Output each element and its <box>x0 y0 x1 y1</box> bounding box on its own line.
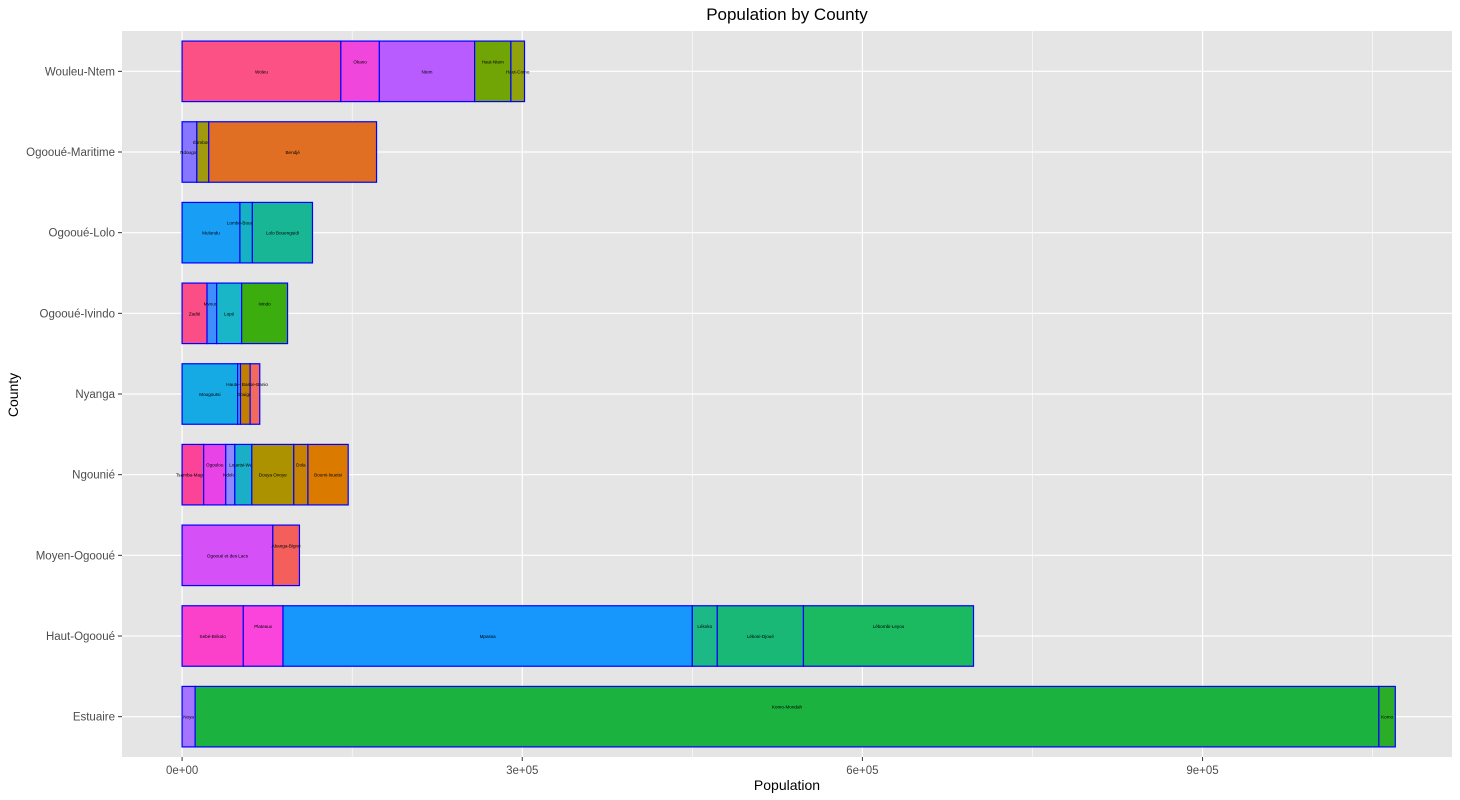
segment-label: Ogooué et des Lacs <box>207 553 249 558</box>
x-tick-label: 6e+05 <box>846 765 878 777</box>
segment-label: Plateaux <box>254 624 273 629</box>
bar-stack: Tsamba-MagotsiOgoulouNdolouLouetsi-WanoD… <box>176 443 349 506</box>
x-tick-label: 3e+05 <box>506 765 538 777</box>
segment-label: Haute-Banio <box>226 382 252 387</box>
segment-label: Boumi-louetsi <box>314 473 342 478</box>
segment-label: Mvoung <box>204 301 221 306</box>
segment-label: Mpassa <box>480 634 497 639</box>
segment-label: Abanga-Bigné <box>272 543 302 548</box>
bar-segment <box>234 443 253 506</box>
segment-label: Noya <box>183 715 194 720</box>
bar-segment <box>691 605 718 667</box>
bar-segment <box>293 443 309 506</box>
bar-segment <box>181 363 239 425</box>
segment-label: Douya Onoye <box>259 473 288 478</box>
chart-title: Population by County <box>706 5 868 24</box>
bar-segment <box>239 201 253 264</box>
bar-segment <box>474 40 512 103</box>
segment-label: Étimboué <box>193 139 213 145</box>
segment-label: Mougoutsi <box>199 392 220 397</box>
segment-label: Komo <box>1381 715 1393 720</box>
segment-label: Okano <box>353 59 367 64</box>
segment-label: Bendjé <box>285 150 300 155</box>
segment-label: Ogoulou <box>206 463 224 468</box>
bar-segment <box>208 121 378 183</box>
segment-label: Komo-Mondah <box>772 705 803 710</box>
bar-stack: Sebé-Brikolo Plateaux Mpassa Lékoko Lékoni-D… <box>181 605 975 667</box>
bar-segment <box>282 605 693 667</box>
segment-label: Ivindo <box>258 301 271 306</box>
y-tick-label: Estuaire <box>73 712 115 724</box>
bar-segment <box>510 40 526 103</box>
segment-label: Zadié <box>189 311 201 316</box>
bar-segment <box>378 40 476 103</box>
bar-segment <box>194 685 1380 748</box>
segment-label: Lékoko <box>697 624 712 629</box>
segment-label: Ndolou <box>223 473 238 478</box>
segment-label: Haut-Ntem <box>482 59 504 64</box>
bar-segment <box>251 201 314 264</box>
segment-label: Ntem <box>422 69 433 74</box>
segment-label: Tsamba-Magotsi <box>176 473 210 478</box>
x-tick-label: 0e+00 <box>166 765 198 777</box>
bar-segment <box>340 40 380 103</box>
y-tick-label: Nyanga <box>75 389 115 401</box>
y-axis-title: County <box>5 373 21 417</box>
bar-segment <box>272 524 301 587</box>
segment-label: Lébombi-Leyou <box>873 624 905 629</box>
bar-segment <box>1378 685 1396 748</box>
bar-segment <box>196 121 210 183</box>
segment-label: Haut-Como <box>506 69 530 74</box>
y-tick-label: Ogooué-Lolo <box>49 228 116 240</box>
segment-label: Mulundu <box>202 231 220 236</box>
bar-segment <box>249 363 261 425</box>
segment-label: Sebé-Brikolo <box>200 634 227 639</box>
segment-label: Louetsi-Wano <box>229 463 258 468</box>
segment-label: Lékoni-Djoué <box>747 634 775 639</box>
bar-segment <box>181 282 208 345</box>
y-tick-label: Haut-Ogooué <box>46 631 115 643</box>
segment-label: Douigny <box>237 392 255 397</box>
segment-label: Basse-Banio <box>242 382 268 387</box>
y-tick-label: Wouleu-Ntem <box>45 66 115 78</box>
y-tick-label: Ogooué-Maritime <box>26 147 115 159</box>
bar-segment <box>716 605 805 667</box>
bar-stack: Ogooué et des Lacs Abanga-Bigné <box>181 524 302 587</box>
x-axis-title: Population <box>754 777 820 793</box>
x-tick-label: 9e+05 <box>1186 765 1218 777</box>
y-tick-label: Ngounié <box>72 470 115 482</box>
segment-label: Ndougou <box>180 150 199 155</box>
bar-segment <box>242 605 284 667</box>
bar-segment <box>307 443 349 506</box>
segment-label: Lopé <box>224 311 235 316</box>
bar-segment <box>802 605 975 667</box>
segment-label: Lombo-Bouenguidi <box>227 221 266 226</box>
axes: 0e+00 3e+05 6e+05 9e+05 Estuaire Haut-Ogooué M… <box>26 66 1219 777</box>
y-tick-label: Ogooué-Ivindo <box>40 308 115 320</box>
bar-stack: Mougoutsi Haute-Banio Douigny Basse-Banio <box>181 363 268 425</box>
bar-stack: Noya Komo-Mondah Komo <box>181 685 1396 748</box>
bar-segment <box>206 282 218 345</box>
segment-label: Dola <box>296 463 306 468</box>
bars: Noya Komo-Mondah Komo Sebé-Brikolo Plateaux M… <box>176 40 1396 748</box>
segment-label: Lolo Bouenguidi <box>266 231 299 236</box>
bar-segment <box>216 282 243 345</box>
y-tick-label: Moyen-Ogooué <box>36 550 115 562</box>
bar-segment <box>181 524 274 587</box>
bar-stack: Ndougou Étimboué Bendjé <box>180 121 378 183</box>
segment-label: Woleu <box>255 69 268 74</box>
bar-segment <box>241 282 289 345</box>
